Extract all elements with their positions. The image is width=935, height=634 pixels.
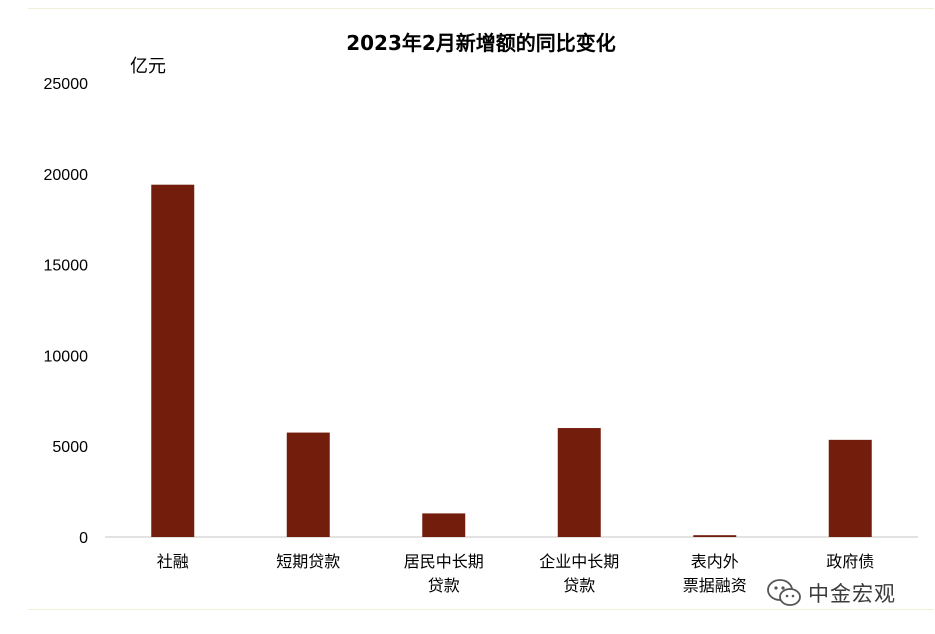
bar (422, 513, 466, 537)
y-tick-label: 25000 (44, 76, 89, 93)
bar (286, 432, 330, 537)
bar (557, 428, 601, 537)
wechat-icon (767, 579, 801, 606)
y-tick-label: 10000 (44, 348, 89, 365)
bars (151, 184, 872, 538)
x-tick-label: 短期贷款 (276, 552, 340, 571)
y-tick-label: 5000 (52, 439, 88, 456)
x-tick-label: 贷款 (563, 576, 595, 595)
x-tick-label: 票据融资 (683, 576, 747, 595)
y-tick-label: 15000 (44, 258, 89, 275)
bar (151, 184, 195, 538)
watermark-text: 中金宏观 (808, 582, 896, 606)
x-tick-label: 表内外 (691, 552, 739, 571)
watermark: 中金宏观 (766, 576, 926, 610)
x-tick-label: 政府债 (826, 552, 874, 571)
x-tick-label: 企业中长期 (539, 552, 619, 571)
x-tick-label: 社融 (157, 552, 189, 571)
x-tick-label: 贷款 (428, 576, 460, 595)
y-tick-label: 20000 (44, 167, 89, 184)
bottom-border (28, 609, 934, 610)
x-tick-label: 居民中长期 (404, 552, 484, 571)
top-border (28, 8, 934, 9)
y-axis-ticks: 0 5000 10000 15000 20000 25000 (44, 76, 89, 547)
chart-title: 2023年2月新增额的同比变化 (346, 31, 616, 55)
bar (693, 535, 737, 537)
y-axis-unit: 亿元 (130, 56, 166, 77)
y-tick-label: 0 (79, 530, 88, 547)
bar (828, 439, 872, 537)
